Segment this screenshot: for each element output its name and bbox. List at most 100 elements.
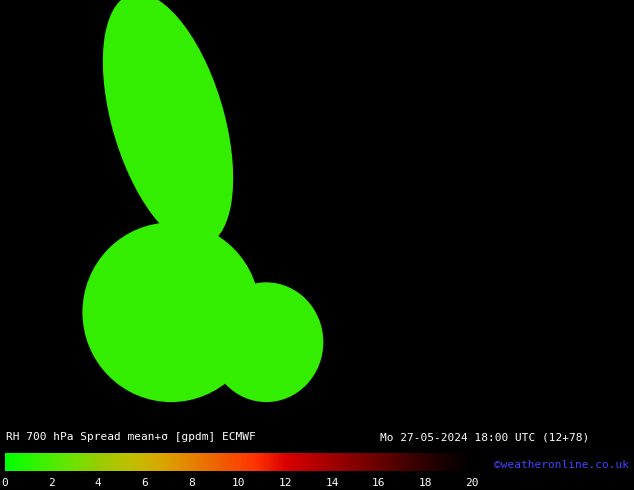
Bar xyxy=(392,453,396,471)
Bar xyxy=(178,453,181,471)
Bar xyxy=(136,453,138,471)
Bar xyxy=(439,453,443,471)
Bar xyxy=(444,453,447,471)
Bar xyxy=(360,453,363,471)
Bar xyxy=(306,453,309,471)
Bar xyxy=(391,453,393,471)
Bar xyxy=(162,453,164,471)
Bar xyxy=(409,453,412,471)
Bar xyxy=(187,453,190,471)
Bar xyxy=(262,453,265,471)
Bar xyxy=(208,453,211,471)
Bar xyxy=(416,453,419,471)
Bar xyxy=(133,453,136,471)
Bar xyxy=(201,453,204,471)
Bar xyxy=(173,453,176,471)
Text: ©weatheronline.co.uk: ©weatheronline.co.uk xyxy=(495,460,630,470)
Bar xyxy=(204,453,206,471)
Bar xyxy=(129,453,131,471)
Bar xyxy=(318,453,321,471)
Bar xyxy=(94,453,96,471)
Text: 14: 14 xyxy=(325,478,339,489)
Bar xyxy=(442,453,444,471)
Bar xyxy=(7,453,10,471)
Text: 4: 4 xyxy=(95,478,101,489)
Bar xyxy=(257,453,260,471)
Bar xyxy=(65,453,68,471)
Bar xyxy=(395,453,398,471)
Bar xyxy=(184,453,188,471)
Bar xyxy=(432,453,436,471)
Bar xyxy=(435,453,437,471)
Bar xyxy=(77,453,80,471)
Bar xyxy=(42,453,45,471)
Bar xyxy=(33,453,36,471)
Bar xyxy=(327,453,330,471)
Text: 12: 12 xyxy=(278,478,292,489)
Bar xyxy=(166,453,169,471)
Bar xyxy=(84,453,87,471)
Bar xyxy=(140,453,143,471)
Bar xyxy=(348,453,351,471)
Bar xyxy=(28,453,31,471)
Bar xyxy=(346,453,349,471)
Bar xyxy=(320,453,323,471)
Bar xyxy=(378,453,382,471)
Bar xyxy=(150,453,153,471)
Bar xyxy=(446,453,450,471)
Bar xyxy=(115,453,117,471)
Bar xyxy=(176,453,178,471)
Bar xyxy=(12,453,15,471)
Bar xyxy=(169,453,171,471)
Bar xyxy=(234,453,236,471)
Bar xyxy=(63,453,66,471)
Bar xyxy=(269,453,272,471)
Bar xyxy=(10,453,12,471)
Text: 10: 10 xyxy=(232,478,245,489)
Bar xyxy=(131,453,134,471)
Bar xyxy=(26,453,29,471)
Bar xyxy=(49,453,52,471)
Bar xyxy=(418,453,421,471)
Bar xyxy=(370,453,372,471)
Bar xyxy=(404,453,407,471)
Bar xyxy=(147,453,150,471)
Bar xyxy=(51,453,55,471)
Bar xyxy=(103,453,106,471)
Bar xyxy=(334,453,337,471)
Bar xyxy=(281,453,283,471)
Bar xyxy=(465,453,468,471)
Bar xyxy=(428,453,430,471)
Bar xyxy=(122,453,124,471)
Bar xyxy=(215,453,218,471)
Bar xyxy=(222,453,225,471)
Bar xyxy=(224,453,228,471)
Bar xyxy=(164,453,167,471)
Bar xyxy=(227,453,230,471)
Bar xyxy=(458,453,461,471)
Bar xyxy=(449,453,451,471)
Bar xyxy=(110,453,113,471)
Text: 0: 0 xyxy=(1,478,8,489)
Text: 8: 8 xyxy=(188,478,195,489)
Bar xyxy=(40,453,42,471)
Bar xyxy=(157,453,160,471)
Bar xyxy=(430,453,433,471)
Bar xyxy=(199,453,202,471)
Bar xyxy=(89,453,92,471)
Bar xyxy=(36,453,38,471)
Bar xyxy=(313,453,316,471)
Bar xyxy=(470,453,473,471)
Bar xyxy=(297,453,300,471)
Bar xyxy=(231,453,235,471)
Bar xyxy=(220,453,223,471)
Bar xyxy=(217,453,220,471)
Bar xyxy=(330,453,332,471)
Bar xyxy=(398,453,400,471)
Bar xyxy=(400,453,403,471)
Bar xyxy=(206,453,209,471)
Bar xyxy=(453,453,456,471)
Bar xyxy=(138,453,141,471)
Bar xyxy=(423,453,426,471)
Bar xyxy=(316,453,318,471)
